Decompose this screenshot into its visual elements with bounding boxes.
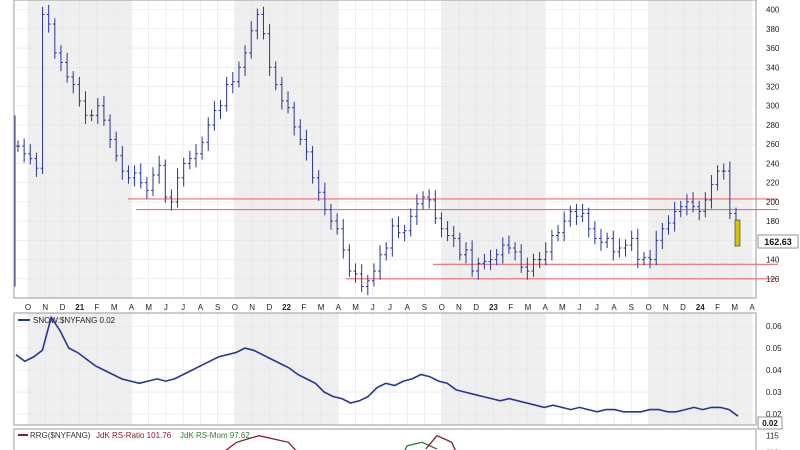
y-tick-label: 200 bbox=[766, 198, 780, 207]
support-resistance-lines bbox=[128, 198, 778, 280]
x-tick-label: A bbox=[749, 303, 755, 312]
x-tick-label: A bbox=[198, 303, 204, 312]
x-tick-label: N bbox=[42, 303, 48, 312]
rs-tick-label: 0.05 bbox=[766, 344, 782, 353]
rrg-tick-label: 115 bbox=[766, 432, 779, 441]
highlight-bar bbox=[734, 219, 741, 247]
rs-last-label: 0.02 bbox=[762, 419, 778, 428]
price-axis-labels: 1201401601802002202402602803003203403603… bbox=[766, 6, 780, 284]
y-tick-label: 280 bbox=[766, 121, 780, 130]
y-tick-label: 240 bbox=[766, 159, 780, 168]
x-tick-label: S bbox=[629, 303, 634, 312]
y-tick-label: 380 bbox=[766, 25, 780, 34]
rrg-lines bbox=[225, 434, 456, 450]
price-panel-frame bbox=[13, 0, 757, 299]
x-tick-label: D bbox=[266, 303, 272, 312]
time-axis-labels: O N D 21 F M A M J J A S O N D 22 F M A M J J A S O N D 23 F M A M J J A S O… bbox=[25, 303, 755, 312]
x-tick-label: 21 bbox=[75, 303, 84, 312]
rs-line bbox=[15, 315, 739, 417]
y-tick-label: 220 bbox=[766, 179, 780, 188]
x-tick-label: A bbox=[611, 303, 617, 312]
y-tick-label: 340 bbox=[766, 63, 780, 72]
x-tick-label: 24 bbox=[696, 303, 705, 312]
x-tick-label: A bbox=[129, 303, 135, 312]
rs-tick-label: 0.04 bbox=[766, 366, 782, 375]
price-bars bbox=[14, 4, 738, 296]
rrg-line bbox=[225, 435, 297, 450]
rs-legend: SNOW:$NYFANG 0.02 bbox=[18, 316, 116, 325]
last-price-tag: 162.63 bbox=[757, 234, 799, 249]
x-tick-label: D bbox=[60, 303, 66, 312]
x-tick-label: N bbox=[249, 303, 255, 312]
x-tick-label: A bbox=[542, 303, 548, 312]
x-tick-label: J bbox=[181, 303, 185, 312]
x-tick-label: J bbox=[595, 303, 599, 312]
x-tick-label: J bbox=[578, 303, 582, 312]
y-tick-label: 120 bbox=[766, 275, 780, 284]
y-tick-label: 260 bbox=[766, 140, 780, 149]
y-tick-label: 300 bbox=[766, 102, 780, 111]
x-tick-label: O bbox=[439, 303, 445, 312]
x-tick-label: D bbox=[680, 303, 686, 312]
x-tick-label: M bbox=[352, 303, 359, 312]
rs-tick-label: 0.02 bbox=[766, 410, 782, 419]
rrg-legend-mom: JdK RS-Mom 97.62 bbox=[180, 431, 250, 440]
rs-panel-frame bbox=[13, 312, 757, 426]
x-tick-label: O bbox=[232, 303, 238, 312]
x-tick-label: M bbox=[525, 303, 532, 312]
gridlines bbox=[14, 0, 756, 425]
rs-tick-label: 0.03 bbox=[766, 388, 782, 397]
x-tick-label: F bbox=[508, 303, 513, 312]
x-tick-label: S bbox=[422, 303, 427, 312]
x-tick-label: O bbox=[25, 303, 31, 312]
y-tick-label: 360 bbox=[766, 44, 780, 53]
rs-tick-label: 0.06 bbox=[766, 322, 782, 331]
x-tick-label: F bbox=[715, 303, 720, 312]
x-tick-label: F bbox=[301, 303, 306, 312]
rrg-line bbox=[404, 441, 438, 450]
x-tick-label: M bbox=[111, 303, 118, 312]
x-tick-label: M bbox=[731, 303, 738, 312]
last-price-label: 162.63 bbox=[764, 237, 792, 247]
rrg-legend: RRG($NYFANG) JdK RS-Ratio 101.76 JdK RS-… bbox=[18, 431, 250, 440]
x-tick-label: M bbox=[145, 303, 152, 312]
x-tick-label: 23 bbox=[489, 303, 498, 312]
x-tick-label: M bbox=[559, 303, 566, 312]
x-tick-label: N bbox=[663, 303, 669, 312]
rrg-axis-labels: 110 115 bbox=[766, 432, 779, 450]
x-tick-label: O bbox=[645, 303, 651, 312]
x-tick-label: J bbox=[164, 303, 168, 312]
x-tick-label: 22 bbox=[282, 303, 291, 312]
rrg-panel-frame bbox=[13, 428, 757, 450]
x-tick-label: N bbox=[456, 303, 462, 312]
rrg-legend-ratio: JdK RS-Ratio 101.76 bbox=[96, 431, 172, 440]
x-tick-label: J bbox=[388, 303, 392, 312]
x-tick-label: M bbox=[318, 303, 325, 312]
rs-legend-label: SNOW:$NYFANG 0.02 bbox=[33, 316, 116, 325]
x-tick-label: F bbox=[95, 303, 100, 312]
x-tick-label: A bbox=[405, 303, 411, 312]
rrg-legend-title: RRG($NYFANG) bbox=[30, 431, 91, 440]
x-tick-label: D bbox=[473, 303, 479, 312]
rrg-line bbox=[425, 434, 456, 450]
x-tick-label: S bbox=[215, 303, 220, 312]
y-tick-label: 180 bbox=[766, 217, 780, 226]
y-tick-label: 320 bbox=[766, 83, 780, 92]
x-tick-label: J bbox=[371, 303, 375, 312]
rs-last-tag: 0.02 bbox=[757, 416, 783, 430]
y-tick-label: 400 bbox=[766, 6, 780, 15]
rrg-tick-label: 110 bbox=[766, 448, 779, 450]
y-tick-label: 140 bbox=[766, 256, 780, 265]
rs-axis-labels: 0.02 0.03 0.04 0.05 0.06 bbox=[766, 322, 782, 419]
x-tick-label: A bbox=[336, 303, 342, 312]
